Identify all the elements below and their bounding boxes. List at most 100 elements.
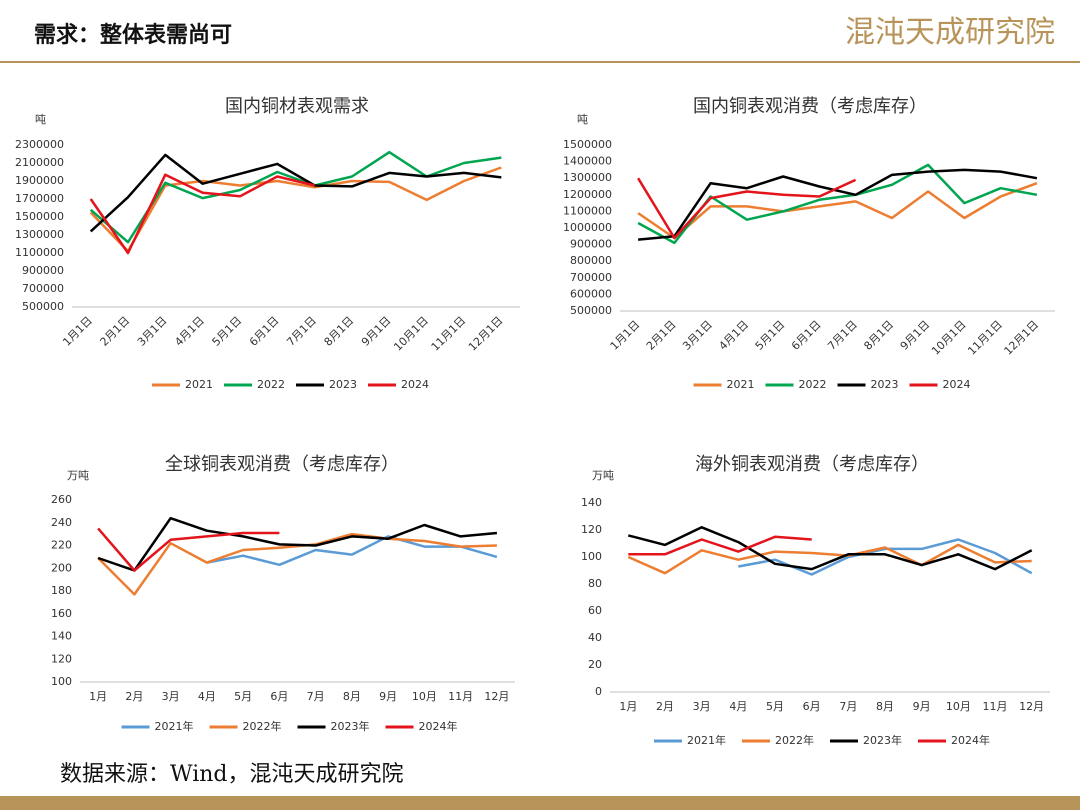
series-line <box>89 166 502 253</box>
y-tick-label: 1500000 <box>563 138 612 151</box>
x-tick-label: 8月 <box>876 700 894 713</box>
y-tick-label: 80 <box>588 577 602 590</box>
x-tick-label: 12月 <box>484 690 509 703</box>
x-tick-label: 4月 <box>198 690 216 703</box>
y-tick-label: 1100000 <box>563 204 612 217</box>
y-tick-label: 700000 <box>22 282 64 295</box>
y-tick-label: 900000 <box>570 238 612 251</box>
x-tick-label: 3月 <box>162 690 180 703</box>
y-tick-label: 100 <box>581 550 602 563</box>
legend-label: 2022年 <box>243 719 282 733</box>
y-tick-label: 120 <box>51 652 72 665</box>
series-line <box>637 168 1038 241</box>
x-tick-label: 3月 <box>693 700 711 713</box>
y-tick-label: 1400000 <box>563 155 612 168</box>
series-line <box>89 173 315 255</box>
y-axis-unit: 万吨 <box>592 469 614 482</box>
legend-label: 2024 <box>401 378 429 391</box>
series-line <box>637 182 1038 240</box>
chart-title: 海外铜表观消费（考虑库存） <box>695 454 929 475</box>
y-axis-unit: 吨 <box>35 113 46 126</box>
y-tick-label: 1300000 <box>563 171 612 184</box>
legend-label: 2024年 <box>419 719 458 733</box>
x-tick-label: 7月 <box>839 700 857 713</box>
y-tick-label: 200 <box>51 561 72 574</box>
legend-label: 2024年 <box>951 733 990 747</box>
y-tick-label: 1900000 <box>15 174 64 187</box>
y-tick-label: 260 <box>51 493 72 506</box>
y-tick-label: 2100000 <box>15 156 64 169</box>
series-line <box>628 535 812 556</box>
x-tick-label: 6月 <box>270 690 288 703</box>
legend-label: 2023年 <box>863 733 902 747</box>
y-tick-label: 100 <box>51 675 72 688</box>
x-tick-label: 1月 <box>89 690 107 703</box>
legend-label: 2023年 <box>331 719 370 733</box>
y-tick-label: 700000 <box>570 271 612 284</box>
source-note: 数据来源：Wind，混沌天成研究院 <box>60 762 404 787</box>
legend-label: 2021年 <box>687 733 726 747</box>
y-tick-label: 180 <box>51 584 72 597</box>
series-line <box>89 153 502 233</box>
chart-title: 国内铜表观消费（考虑库存） <box>693 96 927 117</box>
y-tick-label: 60 <box>588 604 602 617</box>
x-tick-label: 12月 <box>1019 700 1044 713</box>
x-tick-label: 9月 <box>913 700 931 713</box>
y-tick-label: 0 <box>595 685 602 698</box>
y-tick-label: 500000 <box>22 300 64 313</box>
legend-label: 2023 <box>329 378 357 391</box>
logo: 混沌天成研究院 <box>845 15 1055 50</box>
x-tick-label: 11月 <box>448 690 473 703</box>
y-tick-label: 20 <box>588 658 602 671</box>
series-line <box>89 150 502 244</box>
series-line <box>206 535 498 567</box>
legend-label: 2022 <box>257 378 285 391</box>
y-tick-label: 160 <box>51 607 72 620</box>
x-tick-label: 4月 <box>729 700 747 713</box>
series-line <box>97 516 498 572</box>
y-tick-label: 220 <box>51 539 72 552</box>
x-tick-label: 5月 <box>766 700 784 713</box>
y-tick-label: 2300000 <box>15 138 64 151</box>
y-tick-label: 140 <box>581 496 602 509</box>
x-tick-label: 2月 <box>656 700 674 713</box>
x-tick-label: 9月 <box>379 690 397 703</box>
y-tick-label: 900000 <box>22 264 64 277</box>
slide-title: 需求：整体表需尚可 <box>34 22 232 48</box>
y-tick-label: 1300000 <box>15 228 64 241</box>
y-axis-unit: 吨 <box>577 113 588 126</box>
legend-label: 2022年 <box>775 733 814 747</box>
x-tick-label: 10月 <box>946 700 971 713</box>
legend-label: 2021年 <box>155 719 194 733</box>
legend-label: 2023 <box>871 378 899 391</box>
x-tick-label: 1月 <box>619 700 637 713</box>
y-tick-label: 120 <box>581 523 602 536</box>
y-tick-label: 500000 <box>570 304 612 317</box>
chart-title: 国内铜材表观需求 <box>225 96 369 117</box>
series-line <box>97 527 280 572</box>
y-tick-label: 1700000 <box>15 192 64 205</box>
y-axis-unit: 万吨 <box>67 469 89 482</box>
series-line <box>627 543 1032 575</box>
footer-bar <box>0 796 1080 810</box>
y-tick-label: 1000000 <box>563 221 612 234</box>
x-tick-label: 6月 <box>803 700 821 713</box>
x-tick-label: 2月 <box>125 690 143 703</box>
legend-label: 2021 <box>185 378 213 391</box>
y-tick-label: 1200000 <box>563 188 612 201</box>
y-tick-label: 1100000 <box>15 246 64 259</box>
y-tick-label: 1500000 <box>15 210 64 223</box>
y-tick-label: 240 <box>51 516 72 529</box>
legend-label: 2021 <box>727 378 755 391</box>
x-tick-label: 5月 <box>234 690 252 703</box>
y-tick-label: 140 <box>51 630 72 643</box>
series-line <box>637 177 857 240</box>
legend-label: 2022 <box>799 378 827 391</box>
y-tick-label: 600000 <box>570 287 612 300</box>
series-line <box>627 526 1033 571</box>
x-tick-label: 7月 <box>307 690 325 703</box>
y-tick-label: 800000 <box>570 254 612 267</box>
x-tick-label: 8月 <box>343 690 361 703</box>
